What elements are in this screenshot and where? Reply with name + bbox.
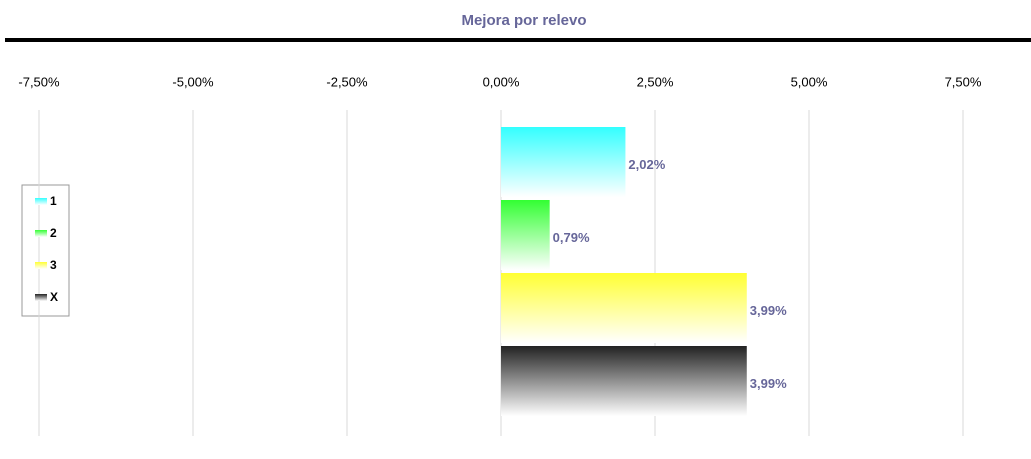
data-label: 3,99% bbox=[750, 376, 787, 391]
legend-label: 2 bbox=[50, 226, 57, 240]
legend-swatch bbox=[35, 294, 47, 301]
data-label: 2,02% bbox=[628, 157, 665, 172]
legend-label: 1 bbox=[50, 194, 57, 208]
bar bbox=[501, 200, 550, 270]
x-tick-label: 2,50% bbox=[637, 74, 674, 89]
x-tick-label: -2,50% bbox=[326, 74, 368, 89]
chart-title: Mejora por relevo bbox=[461, 12, 586, 29]
legend-swatch bbox=[35, 230, 47, 237]
x-tick-label: -5,00% bbox=[172, 74, 214, 89]
bar bbox=[501, 127, 626, 197]
data-label: 0,79% bbox=[553, 230, 590, 245]
x-tick-label: 7,50% bbox=[945, 74, 982, 89]
x-tick-label: -7,50% bbox=[18, 74, 60, 89]
bar bbox=[501, 273, 747, 343]
title-rule bbox=[5, 38, 1031, 42]
legend-label: 3 bbox=[50, 258, 57, 272]
x-tick-label: 5,00% bbox=[791, 74, 828, 89]
bar bbox=[501, 346, 747, 416]
legend-label: X bbox=[50, 290, 58, 304]
legend-swatch bbox=[35, 198, 47, 205]
legend-swatch bbox=[35, 262, 47, 269]
x-tick-label: 0,00% bbox=[483, 74, 520, 89]
data-label: 3,99% bbox=[750, 303, 787, 318]
